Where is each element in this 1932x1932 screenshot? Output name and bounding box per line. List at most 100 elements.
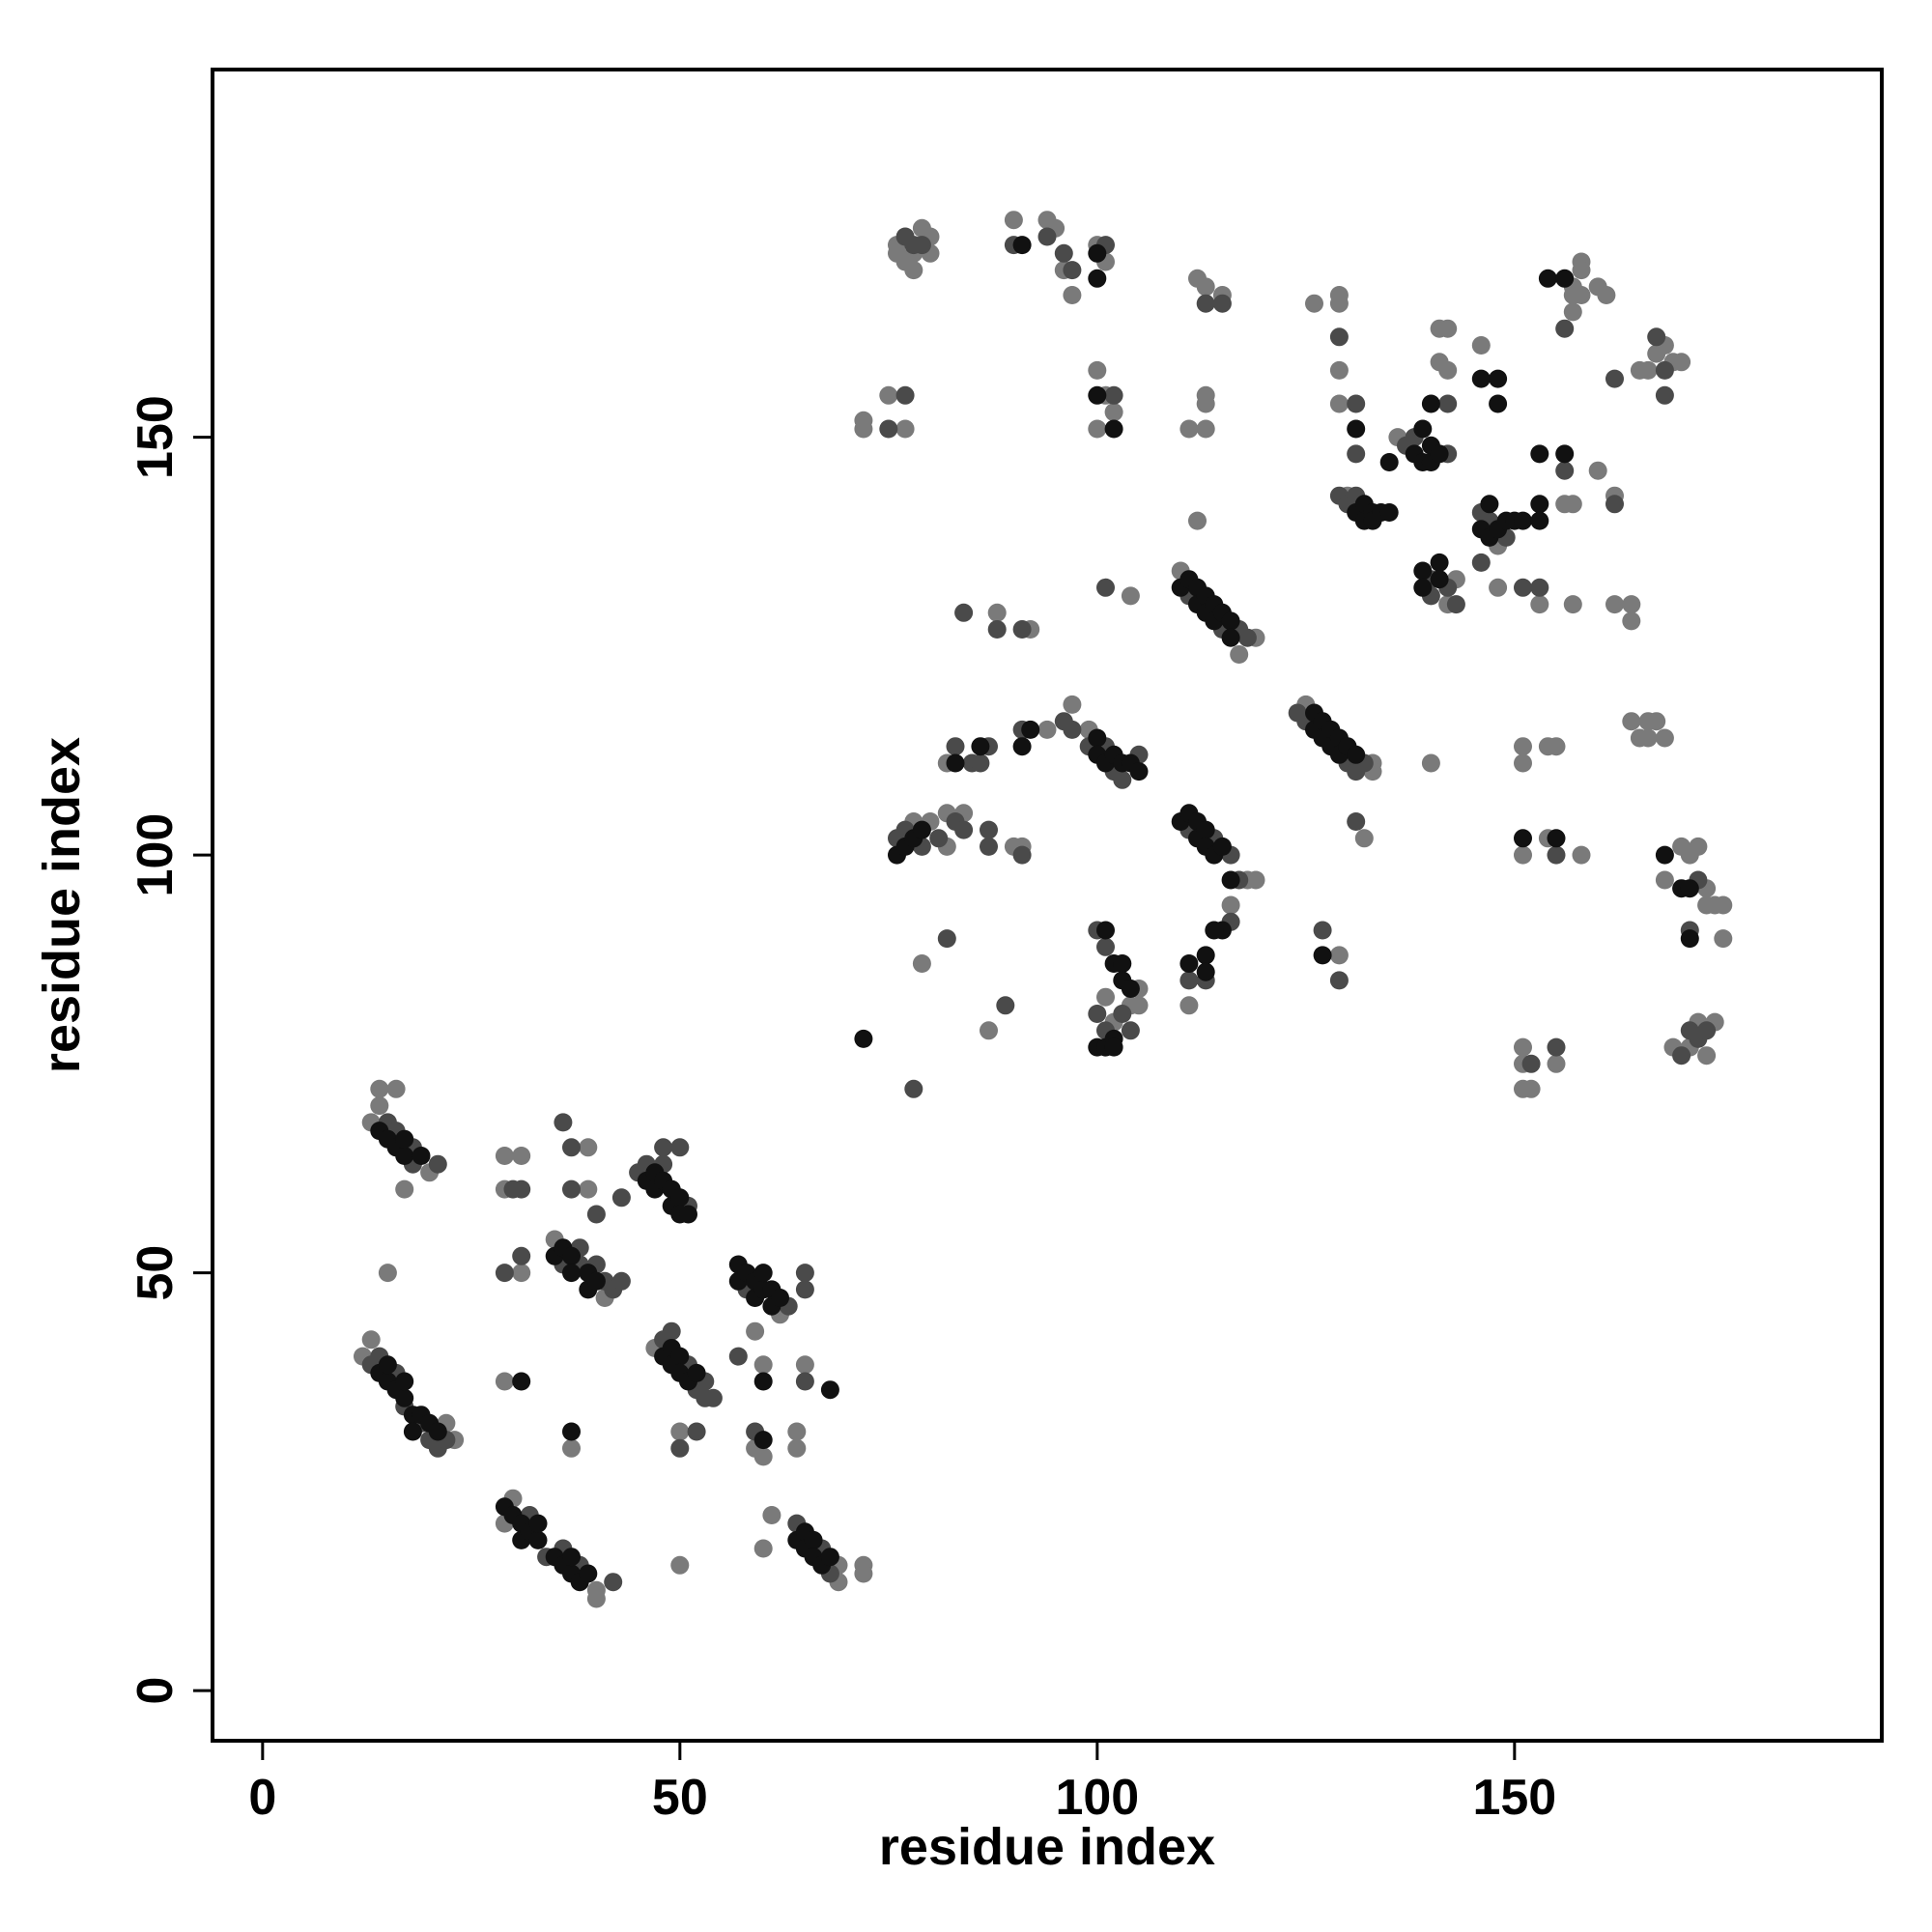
data-point (912, 236, 931, 255)
data-point (579, 1138, 598, 1157)
data-point (1572, 261, 1591, 280)
data-point (753, 1447, 773, 1466)
data-point (1379, 453, 1399, 471)
data-point (1104, 385, 1123, 405)
data-point (1563, 495, 1582, 514)
data-point (1129, 996, 1149, 1015)
data-point (1179, 996, 1199, 1015)
data-point (1655, 870, 1674, 890)
x-tick-label: 150 (1472, 1770, 1556, 1826)
data-point (753, 1264, 773, 1283)
data-point (795, 1280, 814, 1299)
data-point (1230, 645, 1249, 664)
data-point (579, 1564, 598, 1583)
data-point (1430, 444, 1449, 464)
data-point (879, 385, 898, 405)
data-point (1572, 286, 1591, 304)
data-point (1012, 737, 1032, 756)
data-point (1354, 829, 1374, 848)
data-point (378, 1355, 397, 1375)
data-point (787, 1422, 807, 1441)
data-point (562, 1548, 581, 1567)
data-point (1413, 578, 1433, 597)
data-point (753, 1431, 773, 1450)
data-point (1088, 269, 1107, 288)
data-point (1212, 294, 1232, 313)
data-point (1489, 578, 1508, 597)
data-point (787, 1438, 807, 1458)
data-point (1638, 728, 1658, 748)
data-point (954, 820, 974, 839)
data-point (795, 1264, 814, 1283)
data-point (1037, 227, 1057, 246)
x-tick-label: 100 (1055, 1770, 1139, 1826)
data-point (1647, 712, 1666, 731)
data-point (670, 1555, 690, 1575)
data-point (1205, 921, 1224, 940)
data-point (1221, 895, 1240, 915)
data-point (528, 1514, 548, 1533)
data-point (987, 620, 1007, 639)
data-point (1514, 845, 1532, 865)
data-point (1196, 385, 1215, 405)
data-point (971, 737, 990, 756)
x-axis: 0 50 100 150 (248, 1741, 1556, 1826)
data-point (1121, 586, 1140, 606)
data-point (562, 1264, 581, 1283)
data-point (1179, 954, 1199, 973)
data-point (1063, 261, 1082, 280)
data-point (929, 829, 949, 848)
data-point (1538, 269, 1557, 288)
data-point (512, 1264, 531, 1283)
data-point (1329, 946, 1349, 965)
data-point (1530, 595, 1549, 614)
data-point (946, 737, 965, 756)
data-point (753, 1372, 773, 1391)
data-point (1689, 837, 1708, 856)
data-point (670, 1422, 690, 1441)
data-point (1521, 1079, 1541, 1098)
data-point (1605, 595, 1624, 614)
data-point (1121, 1021, 1140, 1040)
data-point (1096, 937, 1115, 956)
data-point (1514, 753, 1532, 773)
y-axis-label: residue index (33, 737, 91, 1073)
data-point (954, 603, 974, 622)
data-point (1413, 561, 1433, 581)
data-point (1104, 403, 1123, 422)
data-point (1054, 243, 1073, 263)
data-point (1555, 461, 1575, 480)
plot-frame (211, 68, 1884, 1743)
data-point (1438, 394, 1458, 413)
data-point (879, 419, 898, 439)
y-tick-label: 100 (128, 813, 184, 897)
data-point (904, 261, 923, 280)
data-point (1121, 980, 1140, 998)
data-point (1347, 745, 1366, 764)
data-point (1196, 294, 1215, 313)
data-point (980, 837, 998, 856)
data-point (495, 1147, 514, 1165)
data-point (1605, 495, 1624, 514)
data-point (1605, 369, 1624, 388)
data-point (1471, 336, 1491, 355)
data-point (996, 996, 1015, 1015)
data-point (1622, 712, 1641, 731)
data-point (654, 1138, 673, 1157)
data-point (1421, 753, 1440, 773)
data-point (1347, 812, 1366, 831)
data-point (670, 1138, 690, 1157)
data-point (895, 419, 915, 439)
data-point (854, 1029, 873, 1048)
data-point (1547, 1037, 1566, 1057)
data-point (1088, 728, 1107, 748)
data-point (1514, 829, 1532, 848)
data-point (1088, 1005, 1107, 1023)
data-point (562, 1438, 581, 1458)
data-point (1672, 353, 1691, 372)
data-point (1430, 570, 1449, 589)
data-point (562, 1246, 581, 1265)
data-point (1697, 1021, 1717, 1040)
data-point (1188, 511, 1207, 530)
